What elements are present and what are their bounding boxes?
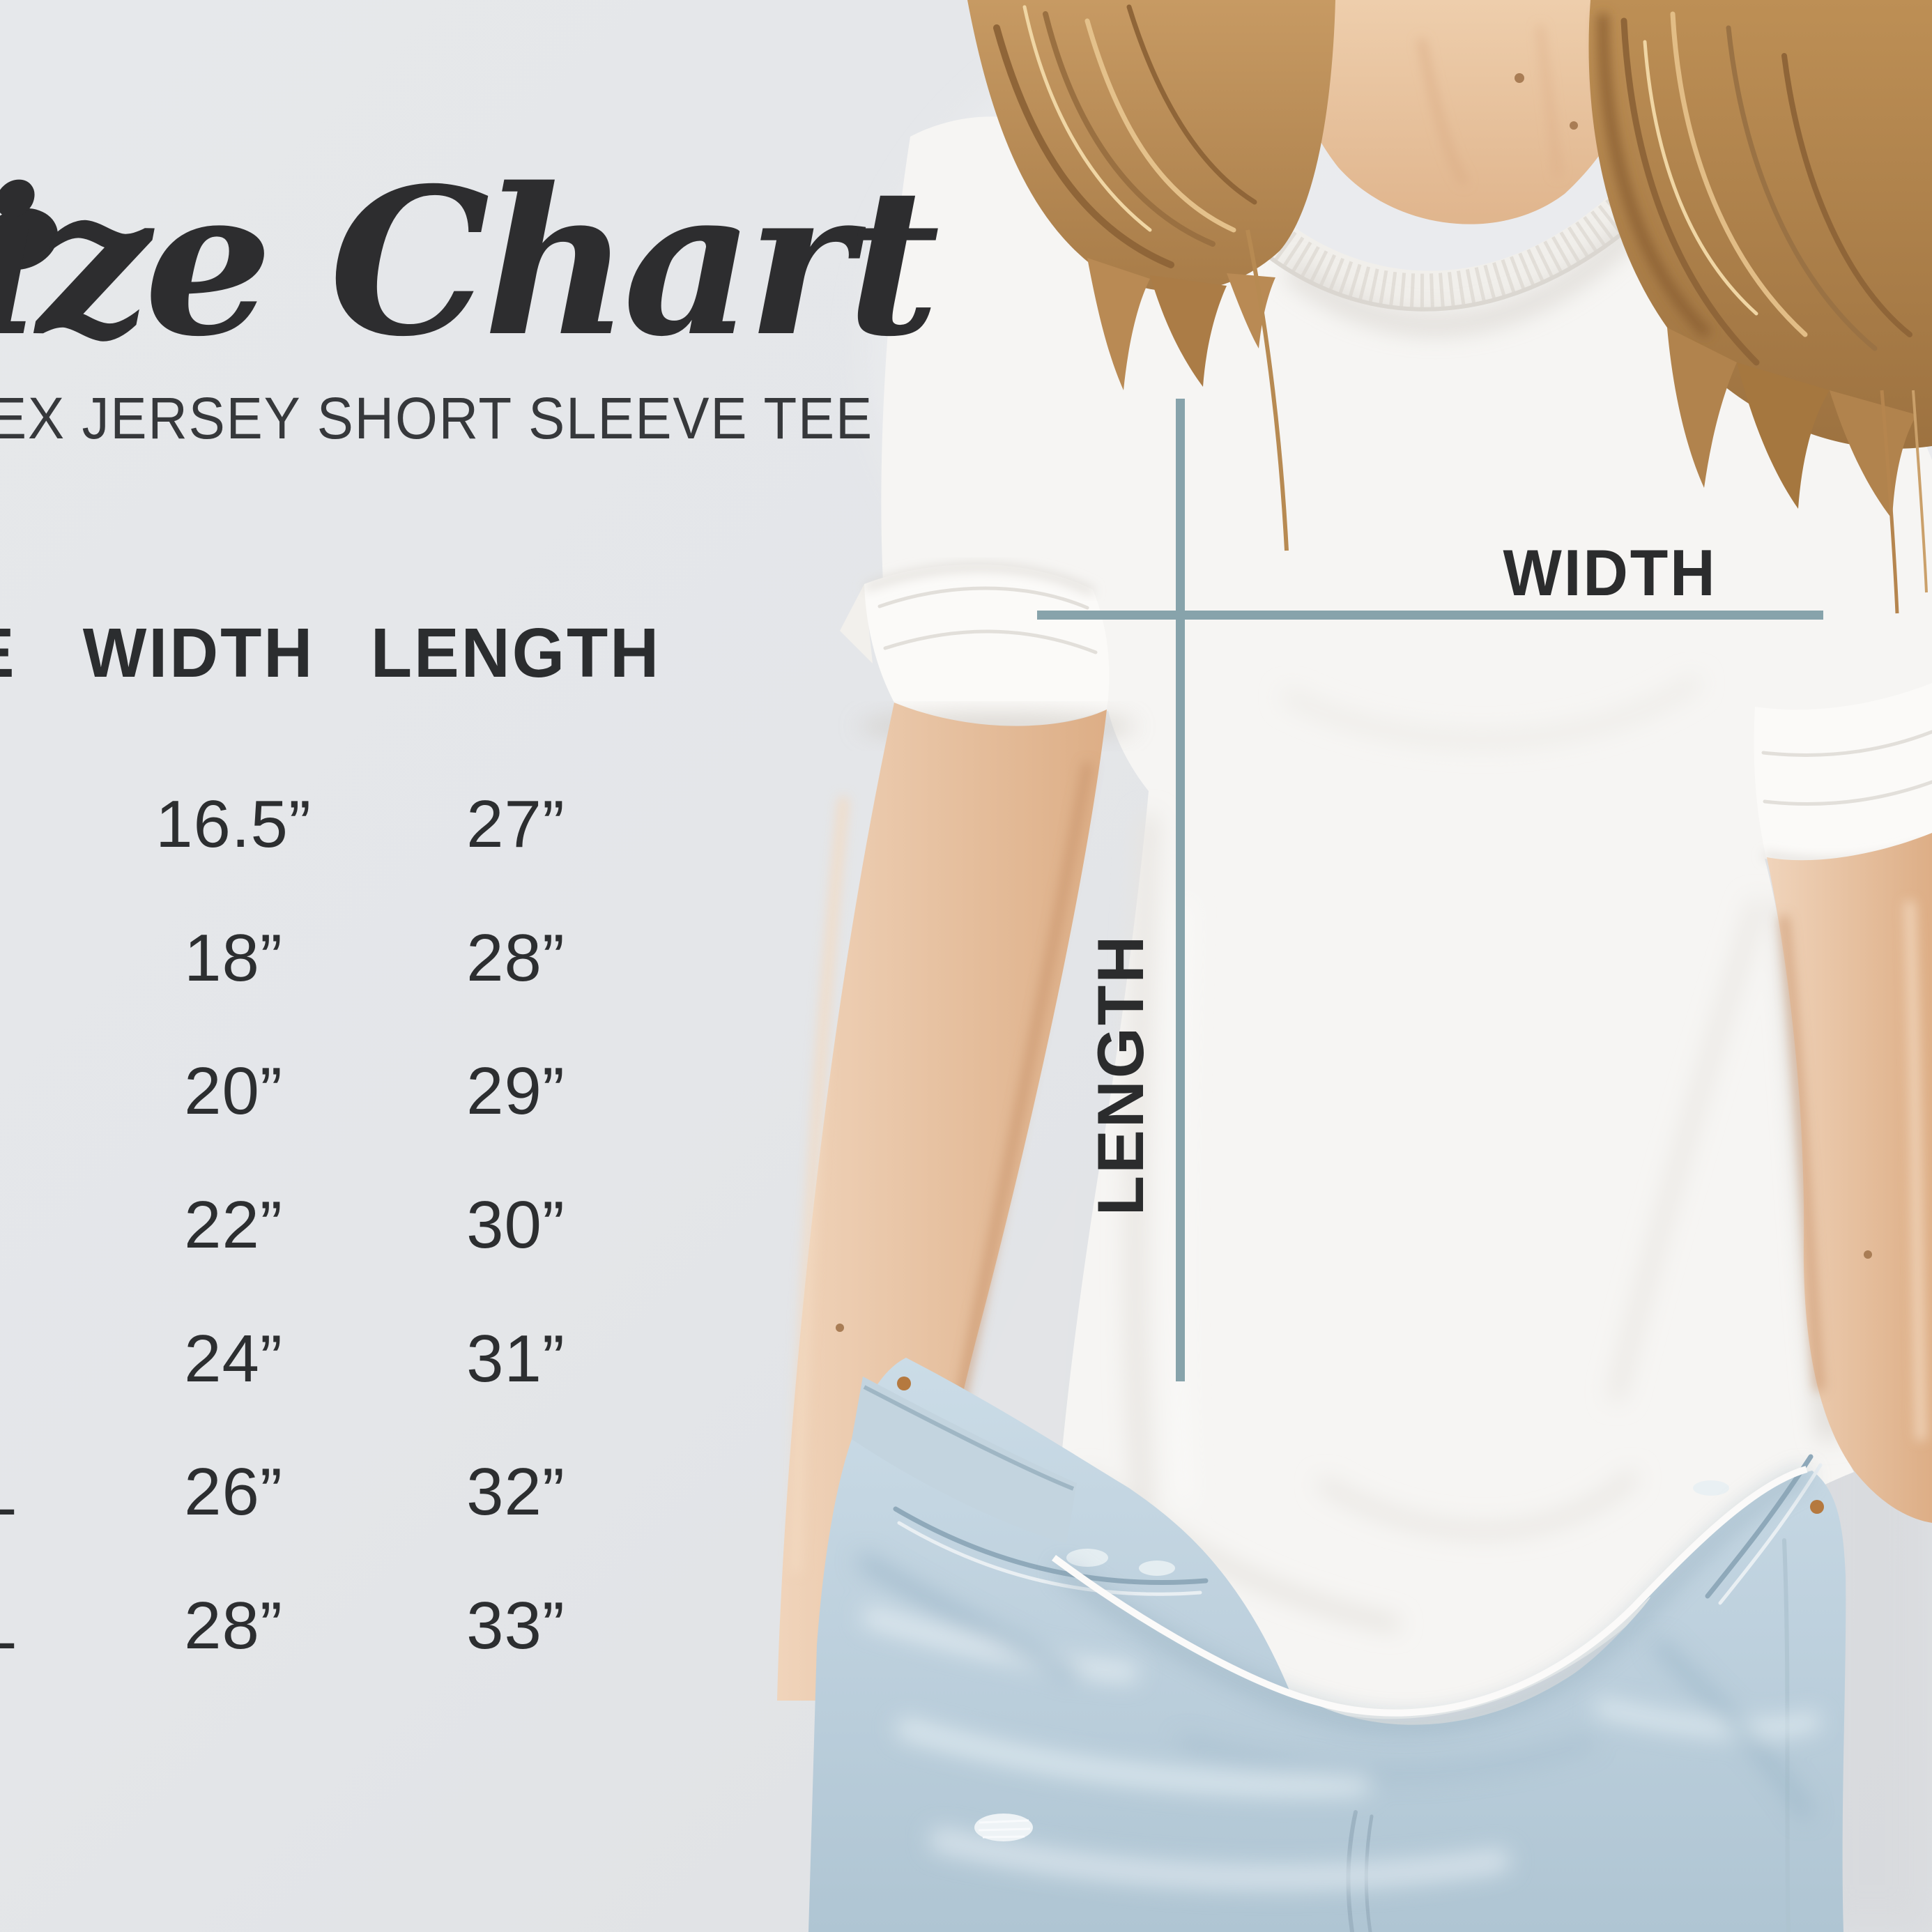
table-cell-width: 20”: [184, 1054, 283, 1128]
table-cell-width: 24”: [184, 1321, 283, 1396]
table-cell-length: 31”: [466, 1321, 565, 1396]
table-cell-size-fragment: L: [0, 1454, 16, 1531]
table-cell-width: 16.5”: [155, 787, 312, 861]
table-cell-width: 22”: [184, 1188, 283, 1262]
table-cell-width: 18”: [184, 921, 283, 995]
page-subtitle: EX JERSEY SHORT SLEEVE TEE: [0, 385, 873, 451]
table-cell-length: 29”: [466, 1054, 565, 1128]
table-cell-length: 28”: [466, 921, 565, 995]
length-axis-line: [1176, 399, 1185, 1381]
table-cell-size-fragment: L: [0, 1588, 16, 1664]
table-header-size-fragment: E: [0, 613, 15, 693]
length-axis-label: LENGTH: [1084, 933, 1157, 1216]
table-cell-width: 28”: [184, 1588, 283, 1663]
table-cell-length: 30”: [466, 1188, 565, 1262]
table-cell-length: 27”: [466, 787, 565, 861]
table-header-width: WIDTH: [82, 614, 315, 692]
table-cell-width: 26”: [184, 1455, 283, 1529]
page-title: ize Chart: [0, 144, 940, 381]
width-axis-label: WIDTH: [1503, 536, 1717, 609]
table-cell-length: 33”: [466, 1588, 565, 1663]
table-header-length: LENGTH: [370, 614, 661, 692]
table-cell-length: 32”: [466, 1455, 565, 1529]
width-axis-line: [1037, 611, 1823, 620]
